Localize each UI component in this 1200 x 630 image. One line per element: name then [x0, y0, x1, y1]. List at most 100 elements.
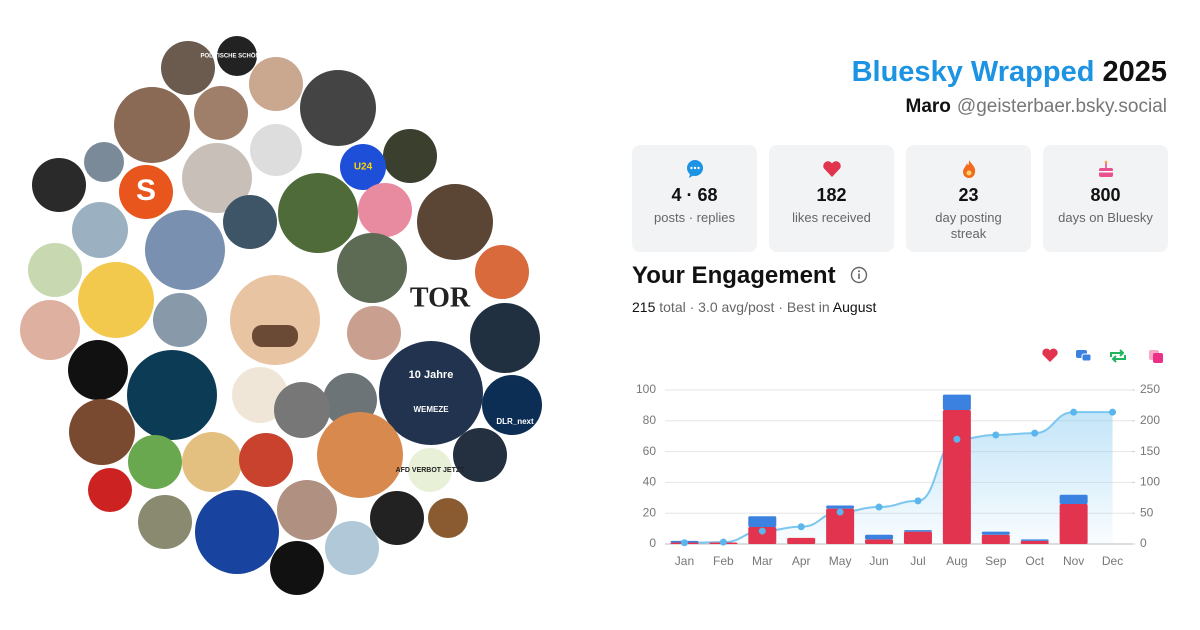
avatar[interactable]	[32, 158, 86, 212]
area	[684, 412, 1113, 544]
avatar[interactable]	[88, 468, 132, 512]
avatar[interactable]	[153, 293, 207, 347]
y2-tick-label: 200	[1140, 413, 1160, 427]
line-point	[1031, 429, 1039, 437]
avatar[interactable]	[249, 57, 303, 111]
stat-card: 800 days on Bluesky	[1043, 145, 1168, 252]
avatar-label: AFD VERBOT JETZT	[396, 467, 466, 474]
avatar[interactable]	[119, 165, 173, 219]
avatar[interactable]	[278, 173, 358, 253]
avatar[interactable]	[239, 433, 293, 487]
avatar[interactable]	[232, 367, 288, 423]
line-point	[914, 497, 922, 505]
stat-value: 23	[958, 185, 979, 205]
avatar[interactable]	[274, 382, 330, 438]
y-tick-label: 40	[643, 475, 657, 489]
stat-value: 4 · 68	[671, 185, 718, 205]
line-point	[719, 538, 727, 546]
user-handle[interactable]: @geisterbaer.bsky.social	[956, 96, 1167, 117]
avatar[interactable]	[405, 265, 475, 335]
bar-segment	[787, 537, 816, 544]
avatar[interactable]	[128, 435, 182, 489]
avatar[interactable]	[223, 195, 277, 249]
icon	[686, 160, 703, 178]
avatar[interactable]	[84, 142, 124, 182]
avatar-beard	[252, 325, 298, 347]
x-tick-label: Dec	[1102, 554, 1123, 568]
title-app: Bluesky Wrapped	[851, 56, 1095, 88]
y2-tick-label: 150	[1140, 444, 1160, 458]
avatar[interactable]	[114, 87, 190, 163]
avatar[interactable]	[470, 303, 540, 373]
line-point	[1070, 408, 1078, 416]
avatar[interactable]	[72, 202, 128, 258]
avatar[interactable]	[482, 375, 542, 435]
avatar[interactable]	[270, 541, 324, 595]
avatar[interactable]	[475, 245, 529, 299]
avatar[interactable]	[347, 306, 401, 360]
legend-reply[interactable]	[1076, 350, 1092, 362]
avatar[interactable]	[194, 86, 248, 140]
avatar[interactable]	[340, 144, 386, 190]
avatar-label: POLITISCHE SCHÖNHEIT	[200, 53, 273, 60]
avatar[interactable]	[78, 262, 154, 338]
avatar[interactable]	[417, 184, 493, 260]
avatar[interactable]	[182, 143, 252, 213]
x-tick-label: Feb	[713, 554, 734, 568]
line-point	[758, 527, 766, 535]
bar-segment	[942, 394, 971, 411]
avatar[interactable]	[138, 495, 192, 549]
y-tick-label: 80	[643, 413, 657, 427]
summary-text: total · 3.0 avg/post · Best in	[659, 299, 830, 315]
avatar[interactable]	[195, 490, 279, 574]
summary-total: 215	[632, 299, 656, 315]
avatar[interactable]	[250, 124, 302, 176]
avatar[interactable]	[127, 350, 217, 440]
avatar[interactable]	[358, 183, 412, 237]
bar-segment	[748, 527, 777, 544]
user-name: Maro	[905, 96, 951, 117]
bar-segment	[748, 516, 777, 528]
y2-tick-label: 50	[1140, 505, 1154, 519]
x-tick-label: Mar	[752, 554, 773, 568]
legend-like[interactable]	[1042, 348, 1058, 362]
avatar-label: TOR	[410, 282, 471, 313]
avatar[interactable]	[217, 36, 257, 76]
icon	[822, 161, 841, 177]
bar-segment	[1059, 494, 1088, 504]
legend-quote[interactable]	[1149, 350, 1163, 363]
stat-card: 182 likes received	[769, 145, 894, 252]
avatar[interactable]	[300, 70, 376, 146]
line-point	[680, 539, 688, 547]
avatar[interactable]	[379, 341, 483, 445]
avatar-collage: POLITISCHE SCHÖNHEIT U24 S TOR 10 Jahre WEMEZ…	[20, 36, 542, 595]
avatar[interactable]	[182, 432, 242, 492]
avatar[interactable]	[277, 480, 337, 540]
avatar[interactable]	[337, 233, 407, 303]
avatar-label: U24	[354, 162, 373, 173]
avatar[interactable]	[28, 243, 82, 297]
x-tick-label: Jan	[675, 554, 694, 568]
avatar[interactable]	[317, 412, 403, 498]
avatar[interactable]	[370, 491, 424, 545]
summary: 215 total · 3.0 avg/post · Best in Augus…	[632, 299, 876, 315]
summary-best: August	[832, 299, 877, 315]
legend-repost[interactable]	[1110, 349, 1126, 363]
avatar[interactable]	[161, 41, 215, 95]
x-tick-label: Oct	[1025, 554, 1044, 568]
avatar[interactable]	[145, 210, 225, 290]
avatar[interactable]	[20, 300, 80, 360]
avatar[interactable]	[383, 129, 437, 183]
avatar[interactable]	[68, 340, 128, 400]
avatar[interactable]	[325, 521, 379, 575]
avatar-label: 10 Jahre	[409, 369, 454, 381]
avatar[interactable]	[408, 448, 452, 492]
avatar[interactable]	[69, 399, 135, 465]
avatar[interactable]	[428, 498, 468, 538]
stat-value: 800	[1090, 185, 1121, 205]
avatar[interactable]	[453, 428, 507, 482]
x-tick-label: Jul	[910, 554, 925, 568]
bar-segment	[981, 531, 1010, 535]
bar-segment	[1020, 539, 1049, 541]
info-icon[interactable]	[850, 266, 868, 284]
